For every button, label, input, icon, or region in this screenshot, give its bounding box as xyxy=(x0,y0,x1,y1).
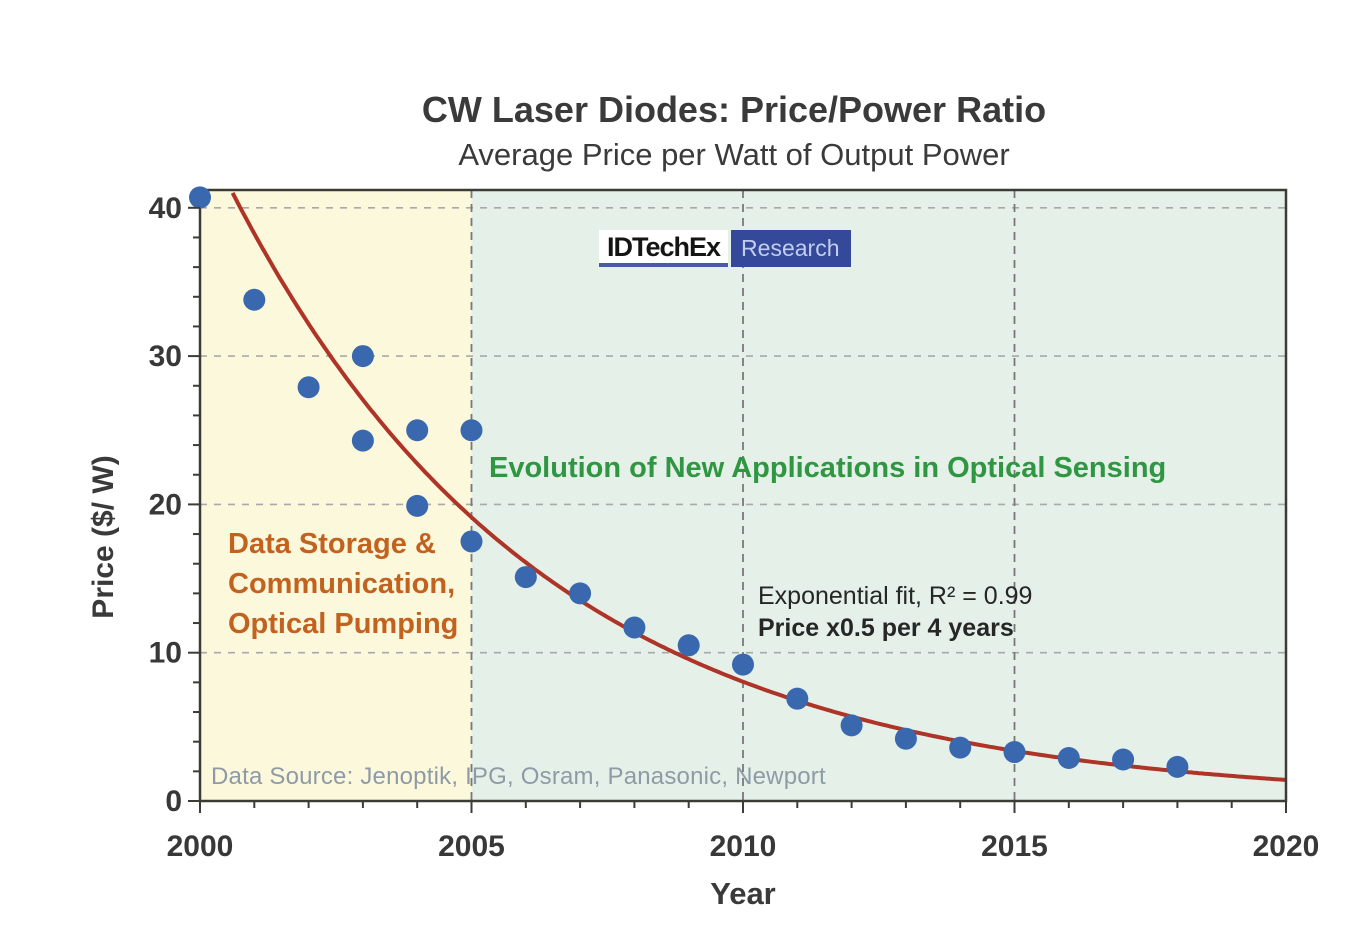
data-point xyxy=(732,653,754,676)
data-point xyxy=(406,494,429,517)
y-tick-label: 30 xyxy=(149,340,182,373)
data-source-note: Data Source: Jenoptik, IPG, Osram, Panas… xyxy=(211,763,826,790)
idtechex-logo: IDTechEx Research xyxy=(599,230,852,267)
data-point xyxy=(1003,741,1026,764)
x-tick-label: 2010 xyxy=(710,830,777,863)
left-era-line-3: Optical Pumping xyxy=(228,608,459,640)
left-era-line-1: Data Storage & xyxy=(228,528,436,560)
x-tick-label: 2000 xyxy=(167,830,234,863)
data-point xyxy=(786,687,809,710)
data-point xyxy=(623,616,646,639)
fit-note: Exponential fit, R² = 0.99 Price x0.5 pe… xyxy=(758,580,1032,644)
data-point xyxy=(351,345,374,368)
era-region-2 xyxy=(471,190,1286,801)
y-tick-label: 40 xyxy=(149,192,182,225)
x-axis-label: Year xyxy=(710,876,776,911)
data-point xyxy=(189,186,211,209)
logo-research-badge: Research xyxy=(731,230,852,267)
era-region-1 xyxy=(200,190,472,801)
data-point xyxy=(514,566,537,589)
data-point xyxy=(1057,746,1080,769)
data-point xyxy=(460,530,483,553)
x-tick-label: 2015 xyxy=(981,830,1048,863)
logo-brand: IDTechEx xyxy=(599,230,729,267)
fit-line xyxy=(230,191,1287,782)
data-point xyxy=(1112,748,1135,771)
y-axis-label: Price ($/ W) xyxy=(87,455,120,619)
data-point xyxy=(569,582,592,605)
chart-subtitle: Average Price per Watt of Output Power xyxy=(458,137,1010,172)
data-point xyxy=(351,429,374,452)
x-tick-label: 2020 xyxy=(1253,830,1320,863)
data-point xyxy=(406,419,429,442)
left-era-line-2: Communication, xyxy=(228,568,456,600)
data-point xyxy=(677,634,700,657)
data-point xyxy=(894,727,917,750)
fit-note-line-1: Exponential fit, R² = 0.99 xyxy=(758,582,1033,610)
data-point xyxy=(297,376,320,399)
data-point xyxy=(949,736,972,759)
chart-title: CW Laser Diodes: Price/Power Ratio xyxy=(421,89,1047,130)
data-point xyxy=(460,419,483,442)
y-tick-label: 20 xyxy=(149,488,182,521)
data-point xyxy=(840,714,863,737)
data-point xyxy=(1166,755,1189,778)
fit-note-line-2: Price x0.5 per 4 years xyxy=(758,614,1014,642)
y-tick-label: 0 xyxy=(165,785,182,818)
y-tick-label: 10 xyxy=(149,637,182,670)
data-point xyxy=(243,288,266,311)
x-tick-label: 2005 xyxy=(438,830,505,863)
right-era-annotation: Evolution of New Applications in Optical… xyxy=(489,452,1167,484)
left-era-annotation: Data Storage & Communication, Optical Pu… xyxy=(228,524,458,644)
